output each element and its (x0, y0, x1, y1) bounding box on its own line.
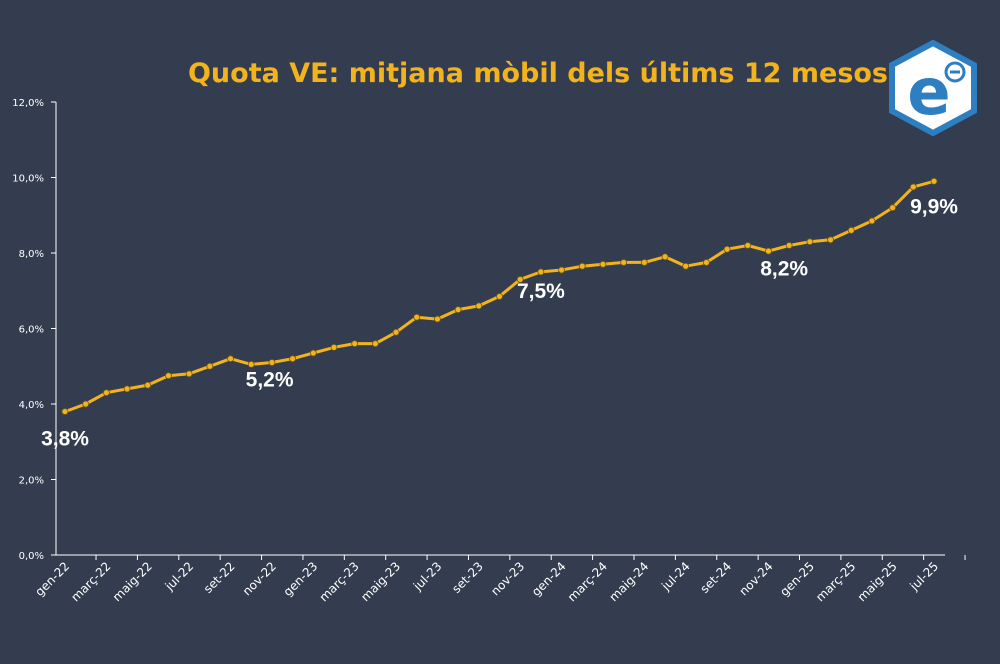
x-tick-label: jul-24 (658, 559, 693, 594)
chart-title: Quota VE: mitjana mòbil dels últims 12 m… (187, 58, 889, 89)
x-tick-label: maig-23 (358, 559, 403, 604)
data-point (909, 183, 917, 191)
y-tick-label: 2,0% (19, 476, 44, 487)
data-point (413, 313, 421, 321)
data-point (682, 262, 690, 270)
x-tick-label: gen-24 (529, 559, 569, 599)
data-point (661, 253, 669, 261)
x-tick-label: maig-24 (606, 559, 651, 604)
x-tick-label: set-24 (697, 559, 734, 596)
x-tick-label: jul-22 (162, 559, 197, 594)
x-tick-label: set-23 (449, 559, 486, 596)
data-point (330, 343, 338, 351)
data-point (475, 302, 483, 310)
data-point (578, 262, 586, 270)
data-label: 7,5% (517, 280, 565, 303)
data-point (144, 381, 152, 389)
data-point (744, 242, 752, 249)
data-point (806, 238, 814, 246)
y-tick-label: 4,0% (19, 400, 44, 411)
data-point (165, 372, 172, 380)
data-point (371, 340, 379, 348)
x-tick-label: març-23 (317, 559, 362, 604)
data-point (268, 359, 276, 366)
data-point (723, 245, 731, 253)
data-point (765, 247, 772, 255)
data-point (434, 315, 441, 323)
data-point (640, 259, 648, 266)
data-point (454, 306, 462, 314)
brand-logo-e-icon: e (889, 40, 977, 136)
data-point (61, 408, 69, 415)
data-point (827, 236, 834, 244)
data-label: 8,2% (760, 257, 808, 280)
x-tick-label: maig-22 (110, 559, 155, 604)
data-point (289, 355, 296, 363)
y-tick-label: 12,0% (12, 98, 44, 109)
x-tick-label: gen-25 (777, 559, 817, 599)
data-point (516, 276, 524, 283)
data-point (185, 370, 193, 378)
data-point (558, 266, 565, 274)
y-tick-label: 10,0% (12, 174, 44, 185)
x-tick-label: nov-22 (240, 559, 279, 598)
data-point (102, 389, 110, 397)
data-point (123, 385, 131, 393)
x-tick-label: gen-22 (32, 559, 72, 599)
data-point (351, 340, 359, 348)
x-tick-label: nov-23 (488, 559, 527, 598)
x-tick-label: març-22 (68, 559, 113, 604)
data-label: 3,8% (41, 428, 89, 451)
x-tick-label: jul-23 (410, 559, 445, 594)
x-tick-label: març-25 (813, 559, 858, 604)
data-point (930, 177, 938, 185)
data-point (620, 259, 628, 266)
x-tick-label: març-24 (565, 559, 610, 604)
x-tick-label: set-22 (201, 559, 238, 596)
data-label: 9,9% (910, 195, 958, 218)
y-tick-label: 0,0% (19, 551, 44, 562)
logo-letter: e (907, 56, 950, 130)
data-label: 5,2% (246, 369, 294, 392)
data-point (785, 242, 793, 249)
x-tick-label: maig-25 (855, 559, 900, 604)
data-point (496, 293, 503, 300)
x-tick-label: gen-23 (281, 559, 321, 599)
data-point (227, 355, 234, 363)
data-point (599, 260, 607, 268)
data-point (82, 400, 90, 408)
data-point (537, 268, 545, 276)
y-tick-label: 6,0% (19, 325, 44, 336)
data-point (247, 360, 255, 368)
x-tick-label: nov-24 (736, 559, 775, 598)
data-point (847, 226, 855, 234)
data-point (309, 349, 317, 357)
y-tick-label: 8,0% (19, 249, 44, 260)
x-tick-label: jul-25 (907, 559, 942, 594)
data-point (868, 217, 876, 225)
data-point (392, 328, 400, 336)
data-point (889, 204, 897, 212)
data-point (206, 362, 214, 370)
data-point (703, 259, 710, 266)
